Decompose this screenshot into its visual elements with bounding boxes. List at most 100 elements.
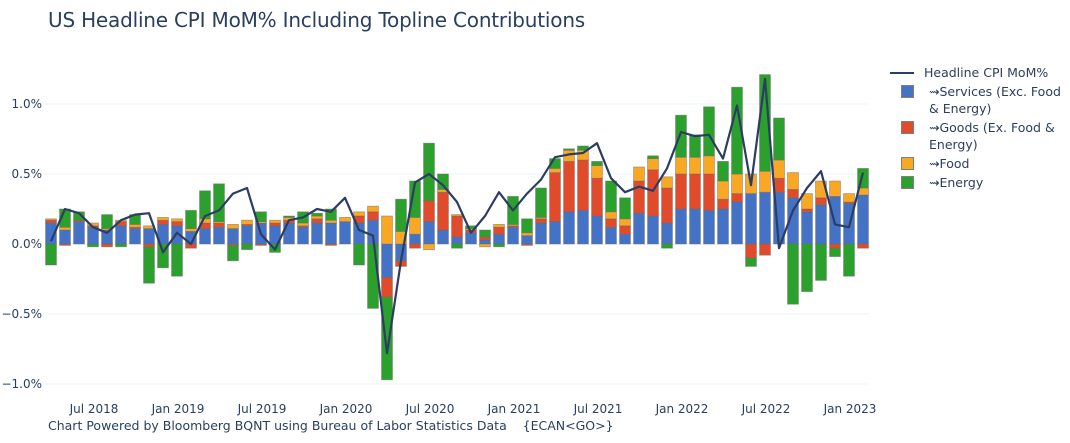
bar-energy[interactable] [381,296,393,381]
bar-goods[interactable] [59,243,71,246]
bar-goods[interactable] [409,243,421,249]
bar-energy[interactable] [661,243,673,249]
bar-services[interactable] [717,208,729,245]
bar-services[interactable] [619,233,631,245]
bar-energy[interactable] [409,180,421,218]
bar-goods[interactable] [325,243,337,246]
bar-services[interactable] [409,233,421,245]
bar-goods[interactable] [857,243,869,249]
bar-energy[interactable] [787,243,799,305]
bar-food[interactable] [451,214,463,217]
bar-food[interactable] [381,215,393,245]
bar-services[interactable] [311,222,323,245]
bar-energy[interactable] [283,215,295,218]
bar-services[interactable] [605,226,617,245]
bar-services[interactable] [143,228,155,245]
bar-energy[interactable] [171,243,183,277]
legend-item-headline[interactable]: Headline CPI MoM% [888,64,1070,81]
bar-services[interactable] [129,228,141,245]
bar-energy[interactable] [563,148,575,151]
bar-food[interactable] [731,173,743,195]
bar-energy[interactable] [157,243,169,269]
bar-food[interactable] [241,219,253,225]
bar-goods[interactable] [563,160,575,213]
bar-energy[interactable] [493,243,505,248]
bar-services[interactable] [353,222,365,245]
bar-energy[interactable] [353,243,365,266]
bar-food[interactable] [717,180,729,200]
bar-services[interactable] [675,208,687,245]
bar-energy[interactable] [143,246,155,284]
bar-goods[interactable] [213,222,225,228]
bar-services[interactable] [507,226,519,245]
bar-energy[interactable] [689,134,701,158]
bar-food[interactable] [171,218,183,223]
bar-services[interactable] [647,215,659,245]
bar-energy[interactable] [227,244,239,262]
bar-services[interactable] [857,194,869,245]
bar-services[interactable] [591,215,603,245]
bar-energy[interactable] [857,167,869,189]
bar-food[interactable] [703,155,715,175]
bar-food[interactable] [549,167,561,173]
bar-energy[interactable] [605,180,617,213]
legend-item-goods[interactable]: ⇝Goods (Ex. Food & Energy) [888,119,1070,153]
bar-food[interactable] [227,223,239,229]
bar-energy[interactable] [801,243,813,292]
bar-energy[interactable] [535,187,547,218]
bar-food[interactable] [185,228,197,232]
bar-services[interactable] [115,225,127,245]
bar-goods[interactable] [787,188,799,199]
bar-food[interactable] [409,216,421,235]
bar-goods[interactable] [591,177,603,217]
bar-energy[interactable] [829,247,841,257]
bar-energy[interactable] [815,243,827,281]
bar-goods[interactable] [577,159,589,211]
bar-food[interactable] [661,176,673,189]
bar-energy[interactable] [773,117,785,161]
bar-energy[interactable] [45,243,57,266]
bar-services[interactable] [815,204,827,245]
bar-goods[interactable] [479,236,491,241]
bar-food[interactable] [619,218,631,227]
bar-food[interactable] [801,193,813,210]
bar-services[interactable] [633,212,645,245]
bar-food[interactable] [367,205,379,213]
bar-goods[interactable] [731,193,743,203]
bar-goods[interactable] [101,243,113,248]
bar-food[interactable] [843,193,855,203]
bar-services[interactable] [759,191,771,245]
bar-services[interactable] [241,225,253,245]
bar-energy[interactable] [591,160,603,166]
bar-goods[interactable] [451,215,463,238]
bar-food[interactable] [269,219,281,224]
bar-services[interactable] [689,208,701,245]
bar-services[interactable] [227,228,239,245]
bar-energy[interactable] [675,114,687,158]
bar-food[interactable] [689,156,701,175]
bar-food[interactable] [591,165,603,179]
bar-goods[interactable] [717,198,729,210]
bar-services[interactable] [73,221,85,245]
bar-services[interactable] [465,232,477,245]
bar-goods[interactable] [493,226,505,235]
bar-goods[interactable] [311,218,323,224]
bar-goods[interactable] [157,219,169,225]
bar-food[interactable] [633,166,645,182]
bar-goods[interactable] [619,225,631,235]
bar-goods[interactable] [171,221,183,227]
bar-energy[interactable] [647,155,659,160]
bar-food[interactable] [773,159,785,179]
bar-energy[interactable] [451,243,463,249]
bar-goods[interactable] [367,211,379,221]
bar-energy[interactable] [423,142,435,201]
bar-services[interactable] [535,222,547,245]
bar-energy[interactable] [73,211,85,221]
bar-energy[interactable] [479,229,491,238]
legend-item-energy[interactable]: ⇝Energy [888,174,1070,191]
bar-services[interactable] [563,211,575,245]
bar-energy[interactable] [311,212,323,217]
bar-energy[interactable] [619,197,631,220]
bar-services[interactable] [213,226,225,245]
bar-goods[interactable] [269,222,281,227]
